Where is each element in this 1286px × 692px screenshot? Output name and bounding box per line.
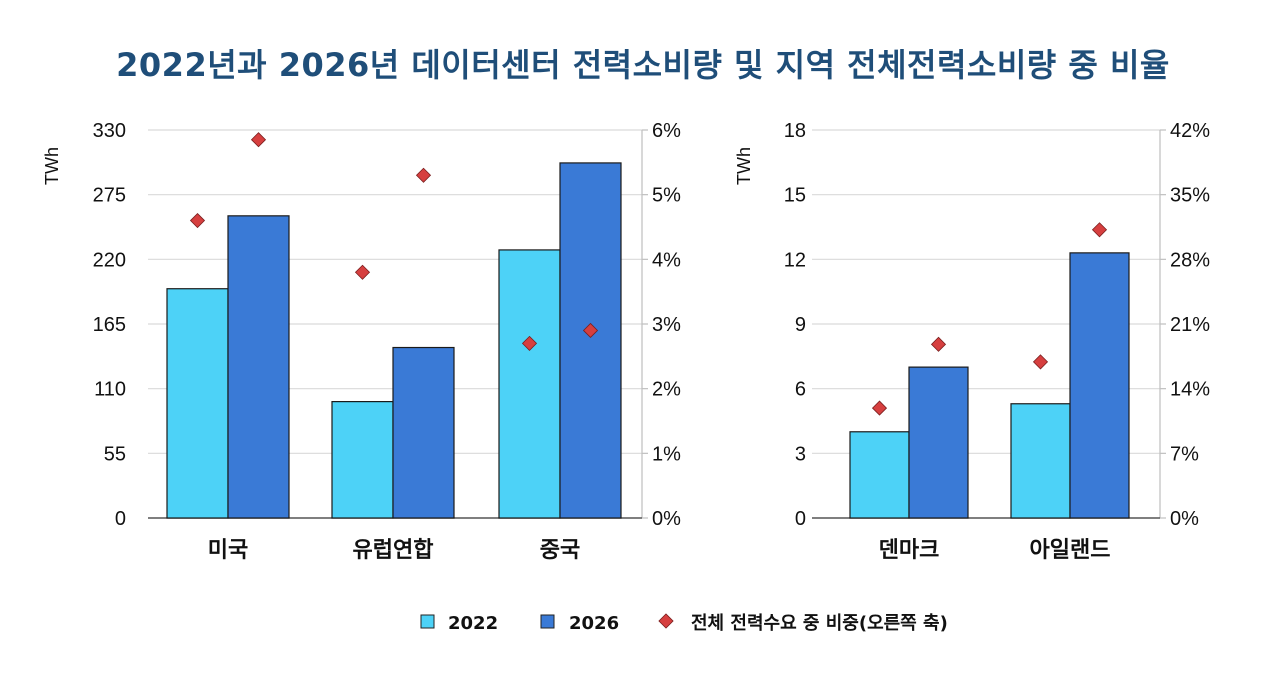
share-marker-2022: [354, 264, 371, 280]
bar-2022: [1010, 403, 1071, 519]
bar-2026: [392, 346, 455, 519]
right-axis-tick-label: 35%: [1170, 185, 1210, 207]
legend-label-2026: 2026: [569, 613, 619, 634]
right-axis-tick-label: 5%: [652, 185, 681, 207]
left-axis-tick-label: 12: [784, 249, 806, 271]
left-axis-tick-label: 55: [104, 443, 126, 465]
share-marker-2026: [930, 336, 947, 352]
left-axis-tick-label: 0: [795, 508, 806, 530]
category-label: 미국: [208, 538, 248, 563]
right-axis-tick-label: 14%: [1170, 379, 1210, 401]
right-axis-tick-label: 1%: [652, 443, 681, 465]
legend-label-share: 전체 전력수요 중 비중(오른쪽 축): [691, 613, 948, 634]
category-label: 아일랜드: [1030, 538, 1111, 563]
category-label: 중국: [540, 538, 580, 563]
right-axis-tick-label: 3%: [652, 314, 681, 336]
chart-panel-large-regions: 0 55 110 165 220 275 330 0% 1% 2% 3% 4% 5% 6% TWh 미국 유럽연…: [42, 120, 681, 563]
left-axis-tick-label: 330: [93, 120, 126, 142]
legend-marker-share: [658, 613, 674, 629]
right-axis-tick-label: 7%: [1170, 443, 1199, 465]
share-marker-2022: [871, 400, 888, 416]
bar-2026: [908, 366, 969, 519]
chart-panel-small-countries: 0 3 6 9 12 15 18 0% 7% 14% 21% 28% 35% 42% TWh 덴마크 아일랜드: [734, 120, 1210, 563]
legend: 2022 2026 전체 전력수요 중 비중(오른쪽 축): [420, 613, 948, 634]
right-axis-tick-label: 2%: [652, 379, 681, 401]
left-axis-tick-label: 275: [93, 185, 126, 207]
left-axis-tick-label: 0: [115, 508, 126, 530]
right-axis-tick-label: 28%: [1170, 249, 1210, 271]
bar-2026: [559, 162, 622, 519]
left-axis-tick-label: 18: [784, 120, 806, 142]
left-axis-tick-label: 3: [795, 443, 806, 465]
right-axis-tick-label: 0%: [652, 508, 681, 530]
left-axis-tick-label: 165: [93, 314, 126, 336]
left-axis-tick-label: 220: [93, 249, 126, 271]
bar-2022: [331, 401, 394, 519]
left-axis-tick-label: 6: [795, 379, 806, 401]
right-axis-tick-label: 6%: [652, 120, 681, 142]
bar-2022: [849, 431, 910, 519]
left-axis-tick-label: 110: [94, 379, 126, 401]
share-marker-2022: [521, 335, 538, 351]
share-marker-2026: [1091, 222, 1108, 238]
share-marker-2026: [582, 322, 599, 339]
left-axis-tick-label: 15: [784, 185, 806, 207]
y-axis-unit-label: TWh: [734, 147, 754, 185]
category-label: 덴마크: [879, 538, 940, 563]
page-title: 2022년과 2026년 데이터센터 전력소비량 및 지역 전체전력소비량 중 …: [116, 46, 1170, 84]
right-axis-tick-label: 21%: [1170, 314, 1210, 336]
bar-2022: [498, 249, 561, 519]
category-label: 유럽연합: [353, 537, 434, 563]
right-axis-tick-label: 0%: [1170, 508, 1199, 530]
legend-swatch-2022: [420, 614, 435, 629]
legend-label-2022: 2022: [448, 613, 498, 634]
left-axis-tick-label: 9: [795, 314, 806, 336]
bar-2026: [227, 215, 290, 519]
share-marker-2026: [415, 167, 432, 183]
legend-swatch-2026: [540, 614, 555, 629]
share-marker-2026: [250, 132, 267, 148]
bar-2022: [166, 288, 229, 519]
y-axis-unit-label: TWh: [42, 147, 62, 185]
right-axis-tick-label: 4%: [652, 249, 681, 271]
share-marker-2022: [189, 212, 206, 229]
share-marker-2022: [1032, 354, 1049, 370]
right-axis-tick-label: 42%: [1170, 120, 1210, 142]
bar-2026: [1069, 252, 1130, 519]
